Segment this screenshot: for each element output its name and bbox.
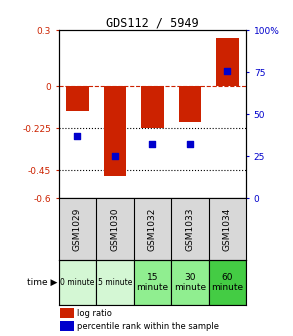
Title: GDS112 / 5949: GDS112 / 5949 bbox=[106, 16, 199, 29]
Point bbox=[188, 142, 192, 147]
Bar bbox=[179, 86, 201, 122]
Text: GSM1032: GSM1032 bbox=[148, 207, 157, 251]
Bar bbox=[141, 86, 163, 128]
Text: 5 minute: 5 minute bbox=[98, 278, 132, 287]
Bar bbox=[104, 86, 126, 176]
Bar bbox=[216, 38, 239, 86]
Text: 60
minute: 60 minute bbox=[211, 272, 243, 292]
Bar bbox=[60, 308, 74, 318]
Bar bbox=[60, 322, 74, 331]
Bar bbox=[209, 260, 246, 305]
Bar bbox=[66, 86, 88, 111]
Text: percentile rank within the sample: percentile rank within the sample bbox=[77, 322, 219, 331]
Point bbox=[150, 142, 155, 147]
Point bbox=[113, 154, 117, 159]
Bar bbox=[59, 260, 96, 305]
Text: GSM1029: GSM1029 bbox=[73, 207, 82, 251]
Point bbox=[75, 133, 80, 139]
Text: GSM1030: GSM1030 bbox=[110, 207, 119, 251]
Text: log ratio: log ratio bbox=[77, 308, 112, 318]
Text: 15
minute: 15 minute bbox=[136, 272, 168, 292]
Bar bbox=[171, 260, 209, 305]
Text: GSM1033: GSM1033 bbox=[185, 207, 194, 251]
Bar bbox=[96, 260, 134, 305]
Text: GSM1034: GSM1034 bbox=[223, 207, 232, 251]
Text: 0 minute: 0 minute bbox=[60, 278, 95, 287]
Point bbox=[225, 68, 230, 73]
Text: time ▶: time ▶ bbox=[28, 278, 58, 287]
Text: 30
minute: 30 minute bbox=[174, 272, 206, 292]
Bar bbox=[134, 260, 171, 305]
